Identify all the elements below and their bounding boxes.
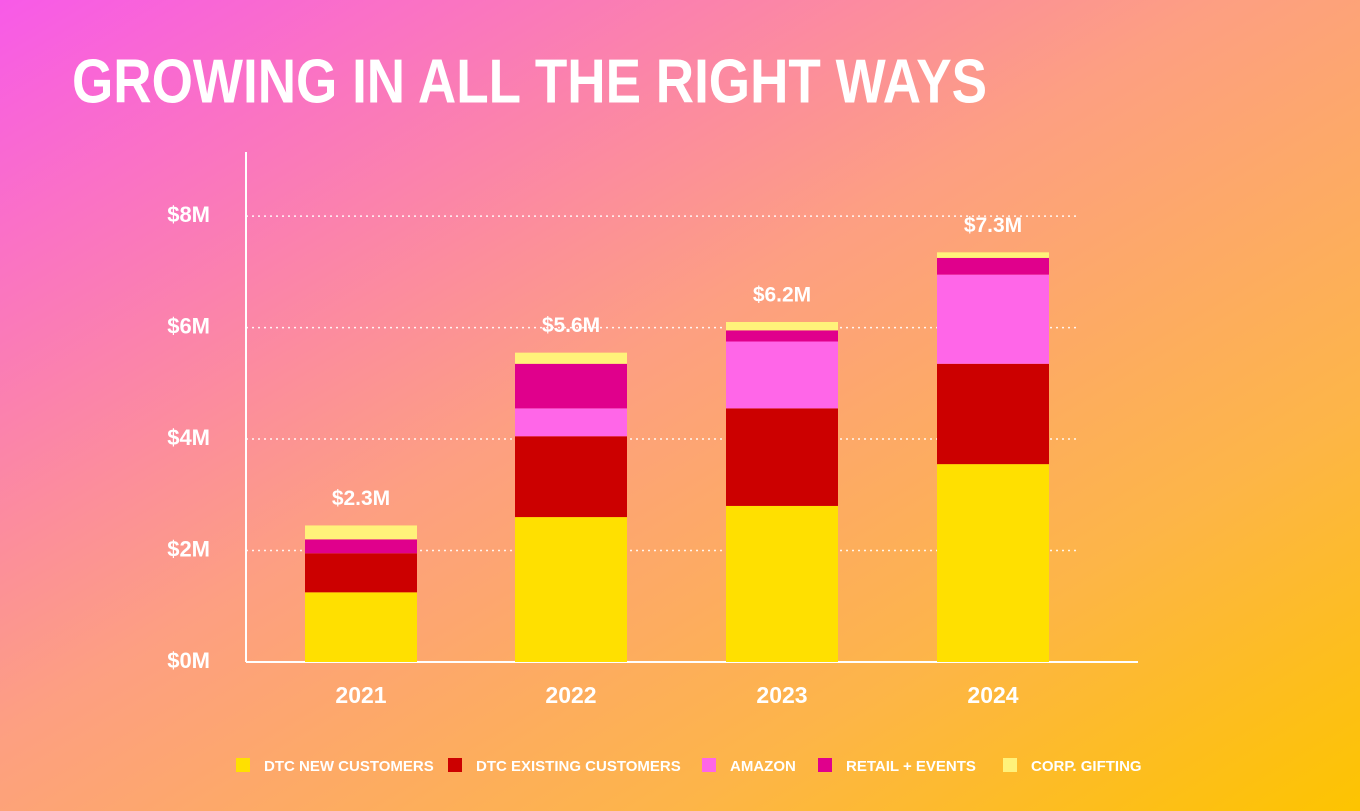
y-tick-label: $8M	[167, 202, 210, 227]
total-label: $5.6M	[542, 314, 600, 337]
x-tick-label: 2021	[335, 682, 386, 708]
bar-segment	[726, 322, 838, 331]
bar-segment	[515, 363, 627, 409]
legend-label: RETAIL + EVENTS	[846, 758, 976, 775]
legend-swatch	[1003, 758, 1017, 772]
bar-segment	[726, 505, 838, 662]
total-label: $2.3M	[332, 487, 390, 510]
legend-swatch	[236, 758, 250, 772]
y-tick-label: $0M	[167, 648, 210, 673]
bar-segment	[305, 592, 417, 662]
y-tick-label: $4M	[167, 425, 210, 450]
bar-segment	[937, 252, 1049, 258]
total-label: $7.3M	[964, 214, 1022, 237]
x-tick-label: 2022	[545, 682, 596, 708]
bar-segment	[726, 330, 838, 342]
bar-segment	[937, 464, 1049, 662]
legend-swatch	[448, 758, 462, 772]
x-tick-label: 2023	[756, 682, 807, 708]
bar-segment	[937, 257, 1049, 275]
chart-title: GROWING IN ALL THE RIGHT WAYS	[72, 47, 987, 116]
total-label: $6.2M	[753, 284, 811, 307]
legend-label: DTC NEW CUSTOMERS	[264, 758, 434, 775]
bar-segment	[726, 341, 838, 409]
legend-swatch	[702, 758, 716, 772]
x-tick-label: 2024	[967, 682, 1018, 708]
y-tick-label: $2M	[167, 536, 210, 561]
bar-segment	[515, 436, 627, 518]
bar-segment	[305, 539, 417, 554]
legend-label: AMAZON	[730, 758, 796, 775]
bar-segment	[726, 408, 838, 506]
bar-segment	[937, 363, 1049, 465]
bar-segment	[515, 517, 627, 662]
y-tick-label: $6M	[167, 313, 210, 338]
bar-segment	[305, 525, 417, 540]
legend-label: CORP. GIFTING	[1031, 758, 1142, 775]
bar-segment	[937, 274, 1049, 364]
legend-swatch	[818, 758, 832, 772]
bar-segment	[305, 553, 417, 593]
bar-segment	[515, 408, 627, 437]
bar-segment	[515, 352, 627, 364]
legend-label: DTC EXISTING CUSTOMERS	[476, 758, 681, 775]
